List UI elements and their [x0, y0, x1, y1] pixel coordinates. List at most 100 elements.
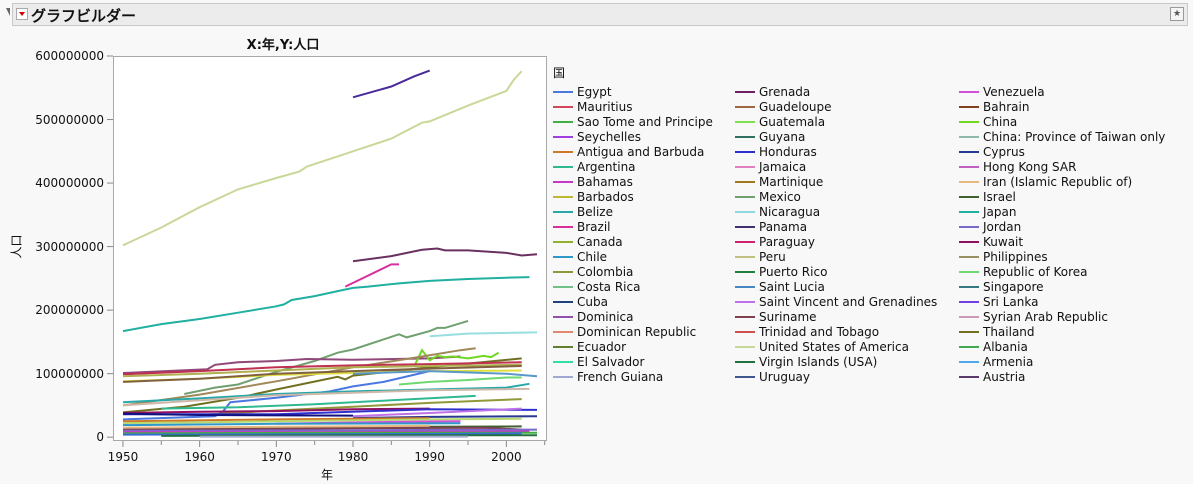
legend-swatch: [553, 165, 573, 168]
series-line-27: [122, 417, 430, 423]
legend-item[interactable]: Puerto Rico: [735, 265, 827, 280]
legend-item[interactable]: Mauritius: [553, 100, 632, 115]
legend-label: Ecuador: [577, 340, 627, 354]
legend-label: Philippines: [983, 250, 1048, 264]
pin-icon[interactable]: ★: [1170, 7, 1184, 21]
legend-item[interactable]: Seychelles: [553, 130, 641, 145]
legend-item[interactable]: Grenada: [735, 85, 810, 100]
disclosure-icon[interactable]: [2, 8, 10, 16]
legend-item[interactable]: Republic of Korea: [959, 265, 1088, 280]
legend-label: Colombia: [577, 265, 634, 279]
legend-swatch: [959, 360, 979, 363]
y-tick-label: 200000000: [35, 303, 104, 318]
legend-item[interactable]: Belize: [553, 205, 613, 220]
legend-label: Chile: [577, 250, 608, 264]
legend-item[interactable]: Philippines: [959, 250, 1048, 265]
legend-item[interactable]: Albania: [959, 340, 1028, 355]
legend-item[interactable]: Israel: [959, 190, 1016, 205]
legend-item[interactable]: Uruguay: [735, 370, 810, 385]
legend-swatch: [959, 180, 979, 183]
legend-label: Thailand: [983, 325, 1035, 339]
legend-item[interactable]: Panama: [735, 220, 807, 235]
legend-item[interactable]: Sao Tome and Principe: [553, 115, 713, 130]
legend-item[interactable]: Saint Vincent and Grenadines: [735, 295, 937, 310]
legend-item[interactable]: Jamaica: [735, 160, 806, 175]
legend-item[interactable]: Paraguay: [735, 235, 815, 250]
legend-item[interactable]: Mexico: [735, 190, 801, 205]
legend-item[interactable]: China: [959, 115, 1017, 130]
legend-swatch: [959, 105, 979, 108]
legend-item[interactable]: Costa Rica: [553, 280, 640, 295]
legend-item[interactable]: Canada: [553, 235, 623, 250]
legend-label: Guatemala: [759, 115, 826, 129]
legend-item[interactable]: Iran (Islamic Republic of): [959, 175, 1132, 190]
x-axis-label: 年: [321, 468, 334, 482]
legend-label: Sao Tome and Principe: [577, 115, 713, 129]
legend-item[interactable]: French Guiana: [553, 370, 663, 385]
legend-item[interactable]: Chile: [553, 250, 607, 265]
legend-label: Uruguay: [759, 370, 810, 384]
legend-item[interactable]: Sri Lanka: [959, 295, 1038, 310]
legend-item[interactable]: Virgin Islands (USA): [735, 355, 877, 370]
legend-item[interactable]: Guatemala: [735, 115, 825, 130]
legend-item[interactable]: Guyana: [735, 130, 805, 145]
legend-swatch: [735, 165, 755, 168]
legend-item[interactable]: Dominican Republic: [553, 325, 696, 340]
legend-item[interactable]: Colombia: [553, 265, 633, 280]
legend-item[interactable]: Cyprus: [959, 145, 1025, 160]
legend-swatch: [735, 150, 755, 153]
legend-item[interactable]: Trinidad and Tobago: [735, 325, 879, 340]
legend-swatch: [553, 90, 573, 93]
legend-swatch: [553, 330, 573, 333]
legend-item[interactable]: Saint Lucia: [735, 280, 825, 295]
legend-label: Armenia: [983, 355, 1034, 369]
legend-swatch: [959, 135, 979, 138]
legend-item[interactable]: Singapore: [959, 280, 1044, 295]
legend-label: Nicaragua: [759, 205, 821, 219]
legend-item[interactable]: El Salvador: [553, 355, 644, 370]
legend-item[interactable]: Hong Kong SAR: [959, 160, 1076, 175]
legend-item[interactable]: Armenia: [959, 355, 1033, 370]
legend-item[interactable]: Peru: [735, 250, 786, 265]
chart-title: X:年,Y:人口: [246, 38, 320, 53]
legend-item[interactable]: Jordan: [959, 220, 1021, 235]
series-line-2: [352, 247, 538, 263]
legend-item[interactable]: Honduras: [735, 145, 817, 160]
legend-item[interactable]: Suriname: [735, 310, 817, 325]
legend-swatch: [735, 120, 755, 123]
legend-item[interactable]: Barbados: [553, 190, 634, 205]
series-line-32: [122, 426, 522, 431]
legend-item[interactable]: Martinique: [735, 175, 823, 190]
legend-label: Panama: [759, 220, 808, 234]
legend-item[interactable]: Thailand: [959, 325, 1035, 340]
legend-item[interactable]: Egypt: [553, 85, 612, 100]
legend-item[interactable]: Antigua and Barbuda: [553, 145, 704, 160]
legend-label: Guyana: [759, 130, 806, 144]
legend-label: Kuwait: [983, 235, 1024, 249]
legend-item[interactable]: Dominica: [553, 310, 634, 325]
legend-item[interactable]: Bahrain: [959, 100, 1029, 115]
legend-swatch: [959, 300, 979, 303]
legend-item[interactable]: Venezuela: [959, 85, 1045, 100]
legend-item[interactable]: Nicaragua: [735, 205, 820, 220]
legend-item[interactable]: Kuwait: [959, 235, 1023, 250]
legend-swatch: [735, 90, 755, 93]
legend-item[interactable]: United States of America: [735, 340, 909, 355]
legend-swatch: [959, 195, 979, 198]
legend-item[interactable]: Argentina: [553, 160, 636, 175]
legend-item[interactable]: China: Province of Taiwan only: [959, 130, 1165, 145]
red-triangle-menu-icon[interactable]: [16, 8, 28, 20]
legend-swatch: [735, 195, 755, 198]
legend-item[interactable]: Japan: [959, 205, 1016, 220]
legend-label: Argentina: [577, 160, 636, 174]
legend-item[interactable]: Guadeloupe: [735, 100, 832, 115]
legend-item[interactable]: Brazil: [553, 220, 611, 235]
graph-builder-header: [12, 3, 1188, 26]
legend-item[interactable]: Ecuador: [553, 340, 626, 355]
legend-item[interactable]: Syrian Arab Republic: [959, 310, 1108, 325]
legend-item[interactable]: Austria: [959, 370, 1025, 385]
legend-label: Brazil: [577, 220, 611, 234]
legend-item[interactable]: Cuba: [553, 295, 608, 310]
x-tick-label: 1970: [261, 450, 292, 464]
legend-item[interactable]: Bahamas: [553, 175, 633, 190]
